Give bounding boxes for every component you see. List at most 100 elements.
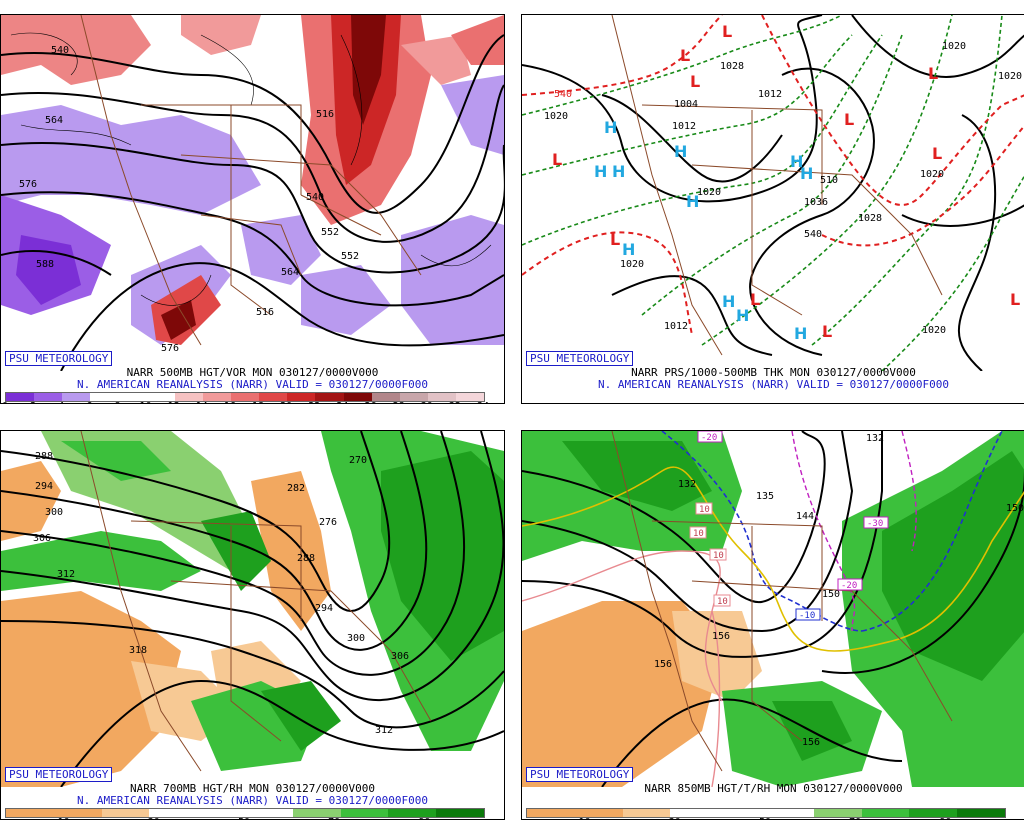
map-500mb: 540 564 576 588 552 516 516 552 540 576 564 bbox=[1, 15, 504, 371]
svg-text:-20: -20 bbox=[701, 433, 717, 443]
colorbar-swatch bbox=[813, 809, 862, 817]
colorbar-tick-label: 10 bbox=[579, 817, 591, 819]
colorbar-swatch bbox=[399, 393, 428, 401]
svg-text:H: H bbox=[686, 192, 699, 211]
svg-text:H: H bbox=[800, 164, 813, 183]
svg-text:H: H bbox=[674, 142, 687, 161]
colorbar-ticks: 10 30 50 70 90 bbox=[5, 817, 485, 819]
svg-text:156: 156 bbox=[712, 631, 730, 642]
svg-text:144: 144 bbox=[796, 511, 814, 522]
svg-text:564: 564 bbox=[281, 267, 299, 278]
colorbar-tick-label: 18 bbox=[252, 401, 264, 403]
panel-500mb-vorticity: 540 564 576 588 552 516 516 552 540 576 564 PSU… bbox=[0, 14, 505, 404]
svg-text:1020: 1020 bbox=[544, 111, 568, 122]
svg-text:318: 318 bbox=[129, 645, 147, 656]
colorbar-tick-label: 32 bbox=[449, 401, 461, 403]
svg-text:L: L bbox=[750, 290, 760, 309]
svg-text:552: 552 bbox=[341, 251, 359, 262]
panel-700mb-rh: 288 294 300 306 312 318 270 276 282 288 294 300 … bbox=[0, 430, 505, 820]
colorbar-tick-label: 10 bbox=[140, 401, 152, 403]
colorbar-swatch bbox=[197, 809, 245, 817]
svg-text:1020: 1020 bbox=[697, 187, 721, 198]
chart-title: NARR 850MB HGT/T/RH MON 030127/0000V000 bbox=[644, 782, 903, 795]
svg-text:10: 10 bbox=[717, 597, 728, 607]
svg-text:576: 576 bbox=[19, 179, 37, 190]
colorbar-swatch bbox=[427, 393, 456, 401]
colorbar-tick-label: 30 bbox=[421, 401, 433, 403]
colorbar-tick-label: 0 bbox=[2, 401, 8, 403]
svg-text:L: L bbox=[610, 230, 620, 249]
colorbar-vorticity bbox=[5, 392, 485, 402]
colorbar-tick-label: 90 bbox=[939, 817, 951, 819]
svg-text:135: 135 bbox=[756, 491, 774, 502]
svg-text:288: 288 bbox=[297, 553, 315, 564]
colorbar-swatch bbox=[718, 809, 766, 817]
colorbar-tick-label: 16 bbox=[224, 401, 236, 403]
svg-text:588: 588 bbox=[36, 259, 54, 270]
svg-text:L: L bbox=[680, 46, 690, 65]
colorbar-tick-label: 12 bbox=[168, 401, 180, 403]
svg-text:H: H bbox=[722, 292, 735, 311]
svg-text:516: 516 bbox=[256, 307, 274, 318]
svg-text:H: H bbox=[594, 162, 607, 181]
svg-text:L: L bbox=[822, 322, 832, 341]
svg-text:552: 552 bbox=[321, 227, 339, 238]
colorbar-tick-label: 28 bbox=[393, 401, 405, 403]
svg-text:132: 132 bbox=[866, 433, 884, 444]
colorbar-tick-label: 30 bbox=[148, 817, 160, 819]
colorbar-tick-label: 14 bbox=[196, 401, 208, 403]
svg-text:282: 282 bbox=[287, 483, 305, 494]
svg-text:306: 306 bbox=[391, 651, 409, 662]
colorbar-swatch bbox=[6, 809, 54, 817]
svg-text:L: L bbox=[722, 22, 732, 41]
svg-text:H: H bbox=[790, 152, 803, 171]
svg-text:1028: 1028 bbox=[720, 61, 744, 72]
svg-text:564: 564 bbox=[45, 115, 63, 126]
colorbar-tick-label: 8 bbox=[114, 401, 120, 403]
colorbar-swatch bbox=[101, 809, 150, 817]
chart-title: NARR PRS/1000-500MB THK MON 030127/0000V… bbox=[631, 366, 916, 379]
svg-text:-10: -10 bbox=[799, 611, 815, 621]
credit-badge: PSU METEOROLOGY bbox=[526, 351, 634, 366]
colorbar-swatch bbox=[436, 809, 484, 817]
svg-text:156: 156 bbox=[802, 737, 820, 748]
colorbar-tick-label: 34 bbox=[477, 401, 489, 403]
colorbar-swatch bbox=[244, 809, 293, 817]
colorbar-tick-label: 50 bbox=[238, 817, 250, 819]
svg-text:300: 300 bbox=[347, 633, 365, 644]
chart-title: NARR 700MB HGT/RH MON 030127/0000V000 bbox=[129, 782, 376, 795]
svg-text:294: 294 bbox=[35, 481, 53, 492]
svg-text:1020: 1020 bbox=[620, 259, 644, 270]
colorbar-rh bbox=[5, 808, 485, 818]
colorbar-swatch bbox=[861, 809, 910, 817]
colorbar-swatch bbox=[287, 393, 316, 401]
colorbar-swatch bbox=[259, 393, 288, 401]
chart-title: NARR 500MB HGT/VOR MON 030127/0000V000 bbox=[126, 366, 379, 379]
svg-text:1020: 1020 bbox=[942, 41, 966, 52]
svg-text:540: 540 bbox=[51, 45, 69, 56]
colorbar-swatch bbox=[202, 393, 231, 401]
svg-text:1004: 1004 bbox=[674, 99, 698, 110]
colorbar-swatch bbox=[456, 393, 485, 401]
colorbar-swatch bbox=[527, 809, 575, 817]
map-700mb: 288 294 300 306 312 318 270 276 282 288 294 300 … bbox=[1, 431, 504, 787]
svg-text:150: 150 bbox=[822, 589, 840, 600]
colorbar-swatch bbox=[118, 393, 147, 401]
svg-text:H: H bbox=[794, 324, 807, 343]
colorbar-tick-label: 70 bbox=[849, 817, 861, 819]
colorbar-swatch bbox=[957, 809, 1005, 817]
colorbar-swatch bbox=[574, 809, 623, 817]
svg-text:312: 312 bbox=[375, 725, 393, 736]
svg-text:276: 276 bbox=[319, 517, 337, 528]
svg-text:1020: 1020 bbox=[920, 169, 944, 180]
panel-850mb-temp-rh: 132 135 144 150 156 156 156 132 150 -20 10 10 … bbox=[521, 430, 1024, 820]
svg-text:540: 540 bbox=[804, 229, 822, 240]
colorbar-swatch bbox=[6, 393, 35, 401]
colorbar-tick-label: 70 bbox=[328, 817, 340, 819]
svg-text:1020: 1020 bbox=[922, 325, 946, 336]
svg-text:1028: 1028 bbox=[858, 213, 882, 224]
colorbar-swatch bbox=[62, 393, 91, 401]
svg-text:516: 516 bbox=[316, 109, 334, 120]
